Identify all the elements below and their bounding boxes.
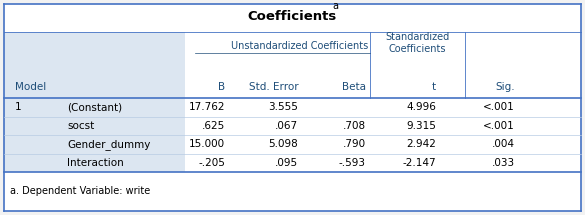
Text: 3.555: 3.555 [269, 102, 298, 112]
Text: a: a [332, 1, 338, 11]
Text: -2.147: -2.147 [402, 158, 436, 168]
Text: .033: .033 [491, 158, 515, 168]
Text: <.001: <.001 [483, 102, 515, 112]
FancyBboxPatch shape [4, 98, 185, 172]
Text: Coefficients: Coefficients [248, 9, 337, 23]
Text: .790: .790 [342, 139, 366, 149]
Text: .067: .067 [275, 121, 298, 131]
Text: Gender_dummy: Gender_dummy [67, 139, 151, 150]
Text: .708: .708 [342, 121, 366, 131]
Text: <.001: <.001 [483, 121, 515, 131]
Text: -.593: -.593 [339, 158, 366, 168]
FancyBboxPatch shape [4, 4, 581, 211]
Text: t: t [432, 82, 436, 92]
Text: .625: .625 [202, 121, 225, 131]
Text: 1: 1 [15, 102, 21, 112]
Text: -.205: -.205 [198, 158, 225, 168]
Text: (Constant): (Constant) [67, 102, 122, 112]
Text: Std. Error: Std. Error [249, 82, 298, 92]
Text: Beta: Beta [342, 82, 366, 92]
Text: 2.942: 2.942 [406, 139, 436, 149]
FancyBboxPatch shape [4, 32, 185, 98]
Text: 5.098: 5.098 [269, 139, 298, 149]
Text: .004: .004 [492, 139, 515, 149]
Text: 9.315: 9.315 [406, 121, 436, 131]
Text: socst: socst [67, 121, 95, 131]
Text: B: B [218, 82, 225, 92]
Text: .095: .095 [275, 158, 298, 168]
Text: 4.996: 4.996 [406, 102, 436, 112]
Text: a. Dependent Variable: write: a. Dependent Variable: write [10, 186, 150, 196]
Text: Standardized
Coefficients: Standardized Coefficients [386, 32, 450, 54]
Text: 17.762: 17.762 [189, 102, 225, 112]
Text: Sig.: Sig. [495, 82, 515, 92]
Text: Model: Model [15, 82, 46, 92]
Text: Unstandardized Coefficients: Unstandardized Coefficients [232, 41, 369, 51]
Text: Interaction: Interaction [67, 158, 124, 168]
Text: 15.000: 15.000 [189, 139, 225, 149]
